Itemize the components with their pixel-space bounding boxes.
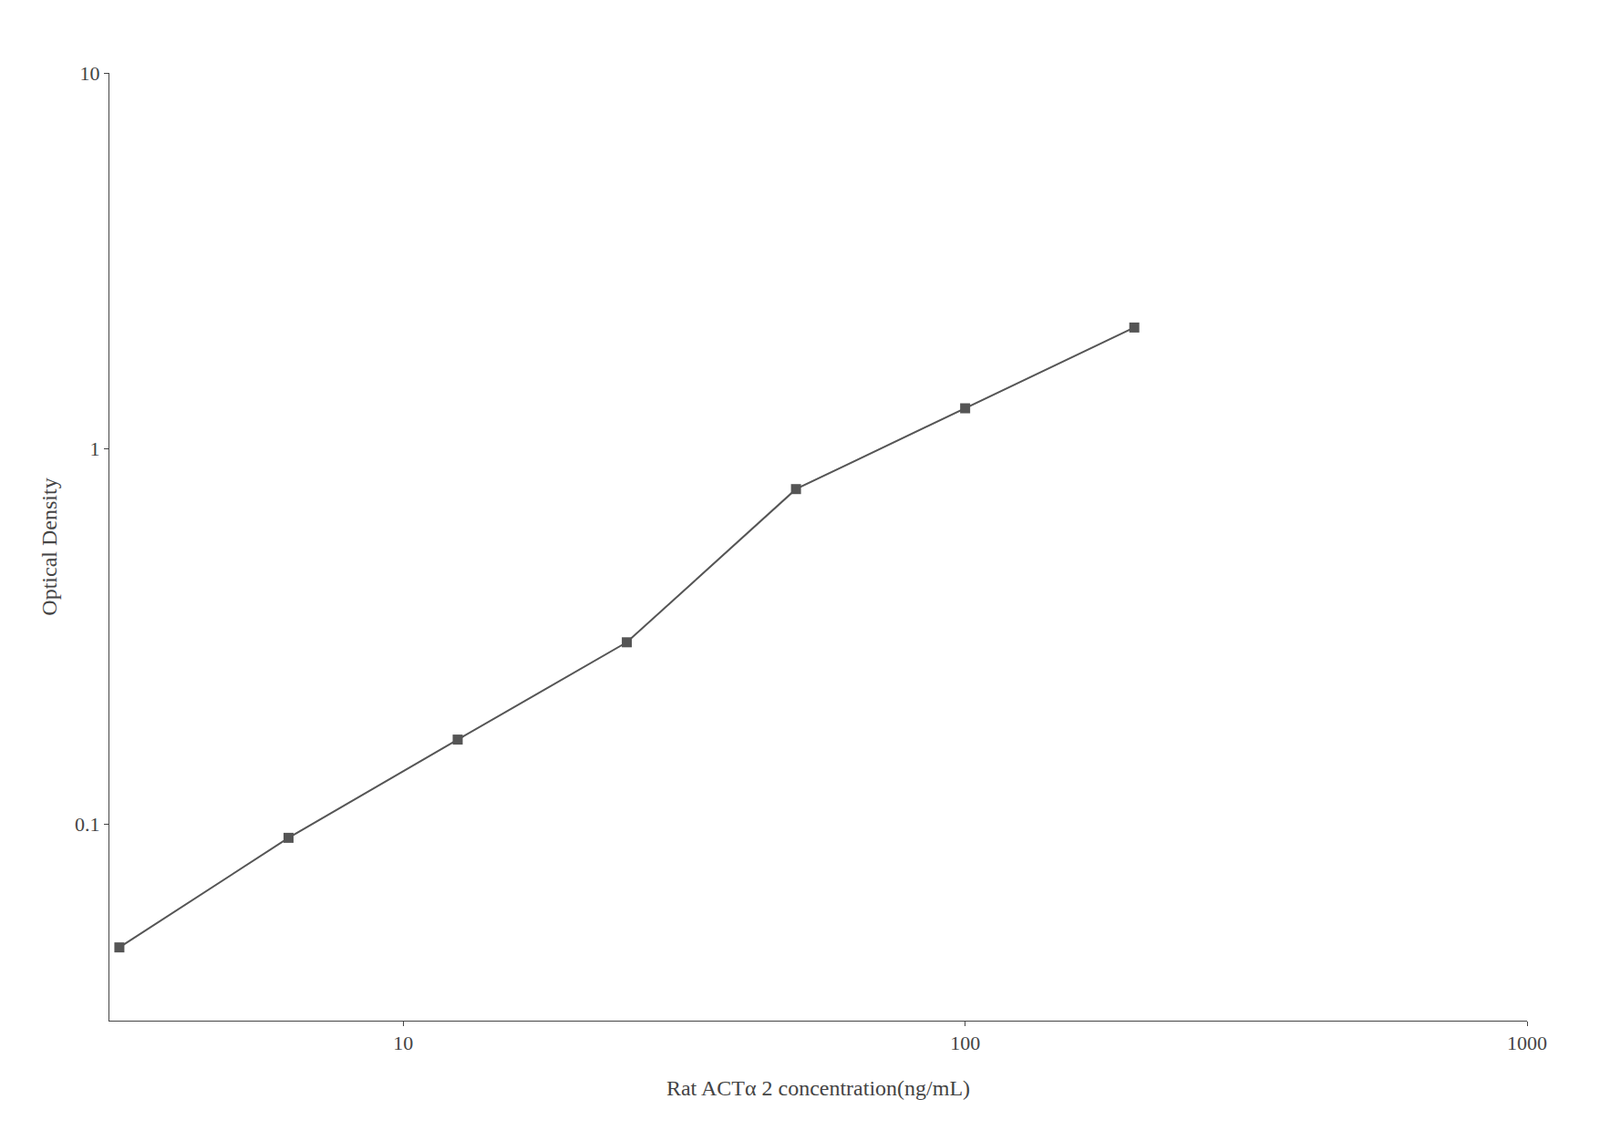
svg-text:1000: 1000 [1507, 1032, 1548, 1055]
svg-text:10: 10 [392, 1032, 413, 1055]
svg-text:0.1: 0.1 [74, 813, 101, 837]
svg-text:Rat ACTα 2 concentration(ng/mL: Rat ACTα 2 concentration(ng/mL) [666, 1076, 971, 1101]
svg-text:Optical Density: Optical Density [37, 477, 62, 616]
svg-text:100: 100 [949, 1032, 981, 1055]
svg-text:10: 10 [80, 61, 101, 85]
svg-text:1: 1 [90, 437, 101, 461]
